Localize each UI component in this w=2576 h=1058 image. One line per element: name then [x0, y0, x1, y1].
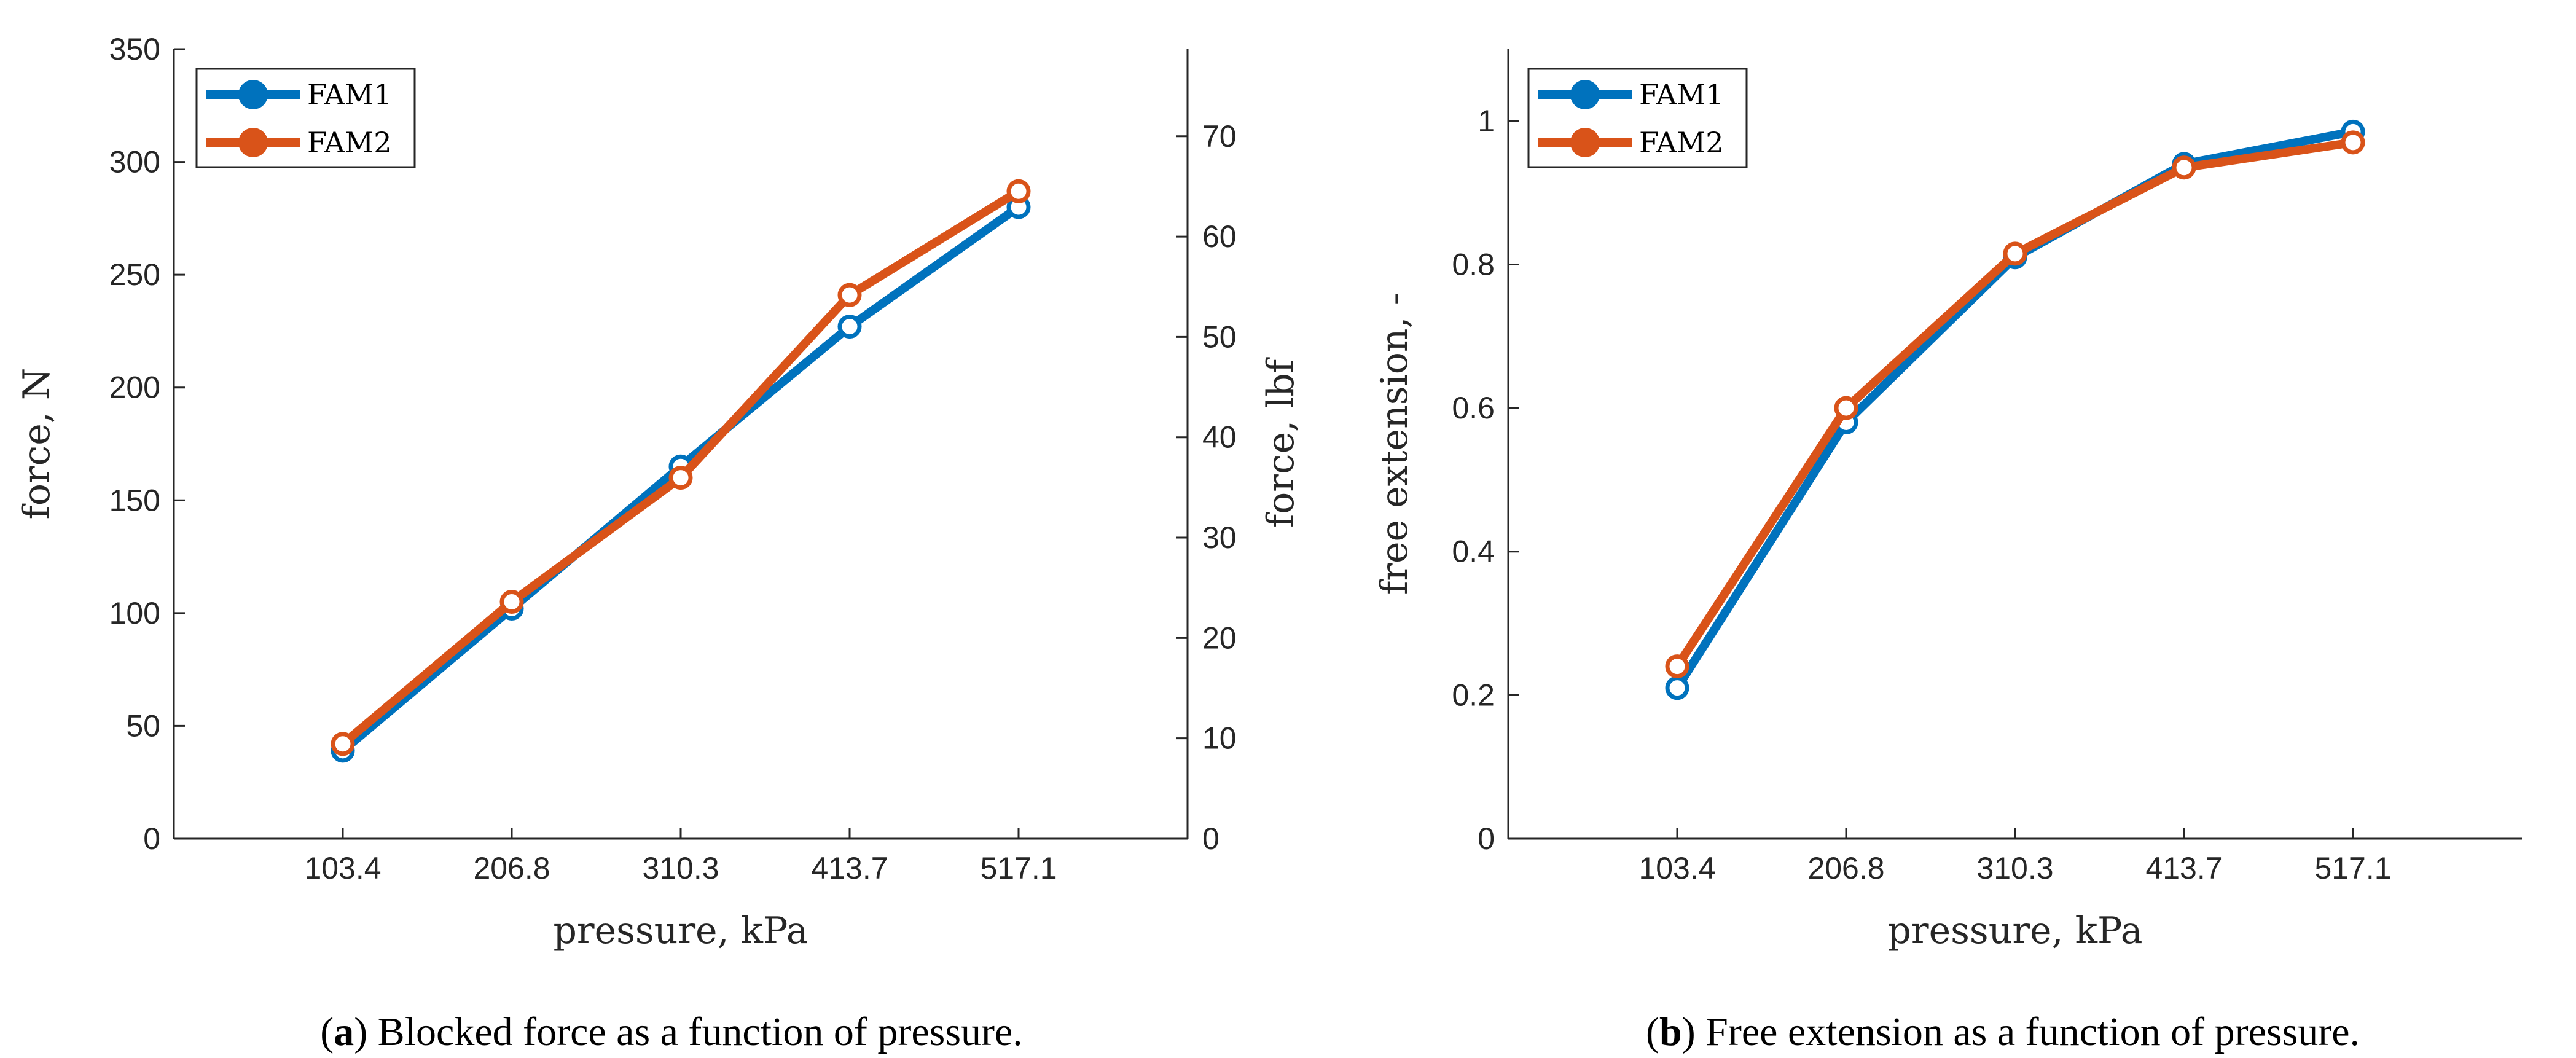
x-tick-label: 517.1 — [980, 851, 1057, 885]
legend-marker-fam1 — [1570, 80, 1600, 109]
y-tick-label: 100 — [109, 596, 160, 630]
data-point-fam2 — [668, 466, 693, 490]
data-point-fam2 — [2003, 241, 2027, 266]
legend-marker-fam2 — [238, 128, 268, 157]
legend-label-fam2: FAM2 — [1639, 126, 1724, 159]
x-tick-label: 517.1 — [2314, 851, 2391, 885]
x-tick-label: 413.7 — [2145, 851, 2222, 885]
data-point-fam2 — [1665, 654, 1689, 679]
y2-tick-label: 0 — [1202, 821, 1219, 856]
y-tick-label: 150 — [109, 483, 160, 517]
data-point-fam2 — [1006, 179, 1031, 203]
legend-label-fam1: FAM1 — [1639, 78, 1724, 111]
y2-tick-label: 40 — [1202, 420, 1237, 455]
y-tick-label: 0.6 — [1452, 391, 1495, 425]
y-tick-label: 0.8 — [1452, 247, 1495, 281]
caption-a: (a) Blocked force as a function of press… — [320, 1009, 1023, 1054]
data-point-fam2 — [1834, 396, 1858, 420]
x-axis-label: pressure, kPa — [554, 909, 808, 952]
chart-b-free-extension: 0 0.2 0.4 0.6 0.8 1 103.4 206.8 310.3 413.7 517.1 p… — [1373, 49, 2522, 952]
legend-marker-fam2 — [1570, 128, 1600, 157]
legend-label-fam2: FAM2 — [307, 126, 392, 159]
legend-box — [195, 68, 416, 168]
y-tick-label: 250 — [109, 257, 160, 292]
x-tick-label: 206.8 — [473, 851, 550, 885]
y2-tick-label: 10 — [1202, 721, 1237, 756]
y2-tick-label: 60 — [1202, 219, 1237, 254]
data-point-fam2 — [837, 283, 862, 307]
data-point-fam1 — [837, 315, 862, 339]
x-tick-label: 310.3 — [1976, 851, 2053, 885]
legend-box — [1527, 68, 1748, 168]
y-tick-label: 50 — [126, 708, 160, 743]
x-axis-label: pressure, kPa — [1888, 909, 2143, 952]
y-axis-label: force, N — [15, 368, 58, 520]
data-point-fam2 — [2341, 130, 2365, 155]
y2-tick-label: 70 — [1202, 119, 1237, 154]
y-tick-label: 0.2 — [1452, 678, 1495, 712]
caption-b: (b) Free extension as a function of pres… — [1646, 1009, 2360, 1054]
data-point-fam1 — [1665, 676, 1689, 700]
y-axis-label: free extension, - — [1373, 292, 1416, 595]
x-tick-label: 103.4 — [304, 851, 381, 885]
data-point-fam2 — [331, 732, 355, 756]
y-tick-label: 0 — [1478, 821, 1495, 856]
y2-tick-label: 30 — [1202, 520, 1237, 555]
x-tick-label: 206.8 — [1807, 851, 1884, 885]
x-tick-label: 103.4 — [1638, 851, 1715, 885]
y-tick-label: 300 — [109, 145, 160, 179]
y2-tick-label: 20 — [1202, 621, 1237, 655]
chart-a-blocked-force: 0 50 100 150 200 250 300 350 0 10 20 30 40 50 60 70 103.… — [15, 32, 1302, 952]
legend-label-fam1: FAM1 — [307, 78, 392, 111]
x-tick-label: 310.3 — [642, 851, 719, 885]
y-tick-label: 350 — [109, 32, 160, 66]
y-tick-label: 0.4 — [1452, 535, 1495, 569]
y-tick-label: 1 — [1478, 104, 1495, 138]
data-point-fam2 — [2172, 155, 2196, 180]
y2-axis-label: force, lbf — [1259, 357, 1302, 528]
data-point-fam2 — [499, 590, 524, 614]
legend-marker-fam1 — [238, 80, 268, 109]
x-tick-label: 413.7 — [811, 851, 888, 885]
y-tick-label: 200 — [109, 370, 160, 405]
y2-tick-label: 50 — [1202, 319, 1237, 354]
y-tick-label: 0 — [143, 821, 160, 856]
